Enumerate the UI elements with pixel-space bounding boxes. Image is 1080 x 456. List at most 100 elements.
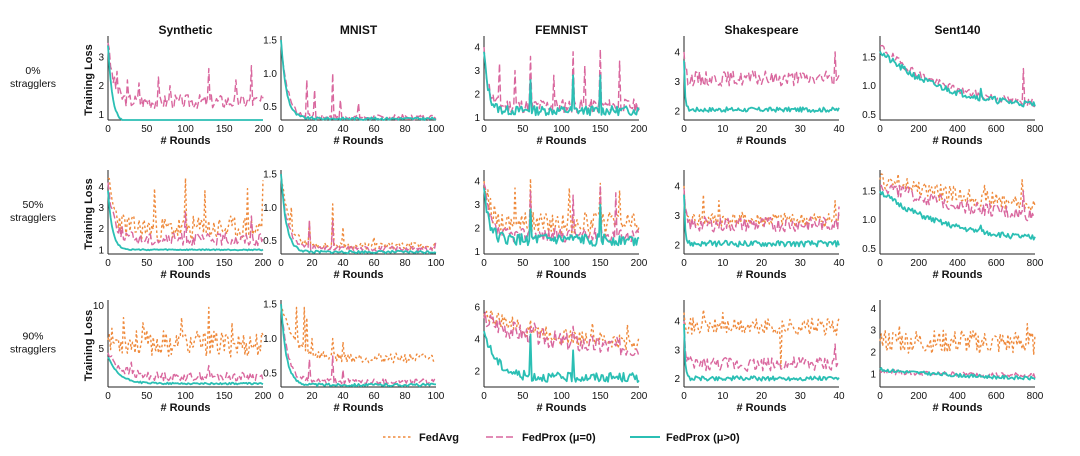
- x-tick-label: 200: [910, 258, 927, 269]
- series-line-fedproxpos: [107, 190, 264, 252]
- panel-sent140-row1: Sent140 0.5 1.0 1.5 0 200 400 600 800 # Rounds: [862, 23, 1044, 147]
- x-tick-label: 200: [910, 391, 927, 402]
- y-tick-label: 2: [674, 107, 680, 118]
- series-line-fedprox0: [280, 173, 437, 253]
- y-tick-label: 5: [98, 344, 104, 355]
- series-line-fedavg: [683, 185, 840, 229]
- row-label-stragglers: stragglers: [10, 344, 56, 356]
- x-tick-label: 100: [553, 124, 570, 135]
- y-tick-label: 4: [870, 304, 876, 315]
- x-tick-label: 80: [399, 124, 411, 135]
- row-label-stragglers: stragglers: [10, 78, 56, 90]
- x-tick-label: 10: [717, 391, 729, 402]
- x-tick-label: 30: [795, 258, 807, 269]
- y-tick-label: 1.0: [263, 69, 277, 80]
- y-tick-label: 3: [674, 77, 680, 88]
- series-line-fedavg: [483, 309, 640, 351]
- x-tick-label: 400: [949, 124, 966, 135]
- legend-label-fedavg: FedAvg: [419, 432, 459, 444]
- series-line-fedprox0: [483, 311, 640, 357]
- y-tick-label: 1: [870, 369, 876, 380]
- y-tick-label: 3: [474, 66, 480, 77]
- y-tick-label: 4: [474, 177, 480, 188]
- x-tick-label: 50: [517, 258, 529, 269]
- panel-title: FEMNIST: [535, 23, 588, 37]
- y-tick-label: 0.5: [862, 244, 876, 255]
- y-axis-label: Training Loss: [83, 178, 95, 250]
- x-tick-label: 0: [278, 391, 284, 402]
- series-line-fedproxpos: [483, 187, 640, 247]
- series-line-fedproxpos: [107, 356, 264, 386]
- x-tick-label: 100: [428, 124, 445, 135]
- x-tick-label: 0: [681, 391, 687, 402]
- x-tick-label: 200: [255, 124, 272, 135]
- x-axis-label: # Rounds: [333, 402, 383, 414]
- series-line-fedprox0: [280, 39, 437, 121]
- y-tick-label: 1: [98, 245, 104, 256]
- y-tick-label: 0.5: [263, 102, 277, 113]
- x-axis-label: # Rounds: [333, 269, 383, 281]
- x-tick-label: 50: [141, 391, 153, 402]
- series-line-fedprox0: [483, 47, 640, 114]
- series-line-fedproxpos: [107, 45, 263, 121]
- y-tick-label: 2: [98, 224, 104, 235]
- series-line-fedavg: [683, 309, 840, 368]
- x-tick-label: 60: [368, 391, 380, 402]
- x-tick-label: 80: [399, 391, 411, 402]
- y-tick-label: 3: [870, 326, 876, 337]
- row-label-stragglers: stragglers: [10, 212, 56, 224]
- y-tick-label: 0.5: [862, 110, 876, 121]
- y-tick-label: 1.5: [862, 53, 876, 64]
- x-tick-label: 200: [910, 124, 927, 135]
- x-axis-label: # Rounds: [736, 135, 786, 147]
- y-tick-label: 4: [674, 317, 680, 328]
- x-tick-label: 400: [949, 258, 966, 269]
- series-line-fedavg: [107, 306, 264, 358]
- series-line-fedavg: [483, 177, 640, 236]
- series-line-fedprox0: [879, 184, 1036, 222]
- x-tick-label: 100: [428, 391, 445, 402]
- x-tick-label: 40: [833, 258, 845, 269]
- series-line-fedprox0: [683, 51, 840, 87]
- series-line-fedprox0: [107, 182, 264, 247]
- y-tick-label: 1.5: [263, 36, 277, 47]
- x-axis-label: # Rounds: [160, 135, 210, 147]
- y-tick-label: 1: [474, 247, 480, 258]
- series-line-fedprox0: [280, 303, 437, 385]
- x-tick-label: 30: [795, 391, 807, 402]
- series-line-fedprox0: [107, 42, 264, 109]
- y-tick-label: 3: [474, 200, 480, 211]
- panel-sent140-row2: 0.5 1.0 1.5 0 200 400 600 800 # Rounds: [862, 170, 1044, 281]
- legend: FedAvg FedProx (μ=0) FedProx (μ>0): [383, 432, 740, 444]
- x-tick-label: 20: [306, 391, 318, 402]
- y-tick-label: 6: [474, 303, 480, 314]
- x-tick-label: 0: [481, 258, 487, 269]
- x-tick-label: 0: [278, 258, 284, 269]
- series-line-fedproxpos: [483, 330, 640, 384]
- x-axis-label: # Rounds: [736, 402, 786, 414]
- row-label-percent: 50%: [22, 199, 43, 211]
- panel-synthetic-row1: Synthetic 1 2 3 0 50 100 150 200 # Rounds Training…: [83, 23, 272, 147]
- x-tick-label: 40: [337, 391, 349, 402]
- panel-title: Shakespeare: [724, 23, 798, 37]
- y-tick-label: 1.0: [263, 334, 277, 345]
- series-line-fedproxpos: [683, 323, 840, 382]
- x-tick-label: 30: [795, 124, 807, 135]
- x-tick-label: 40: [337, 258, 349, 269]
- x-tick-label: 800: [1027, 124, 1044, 135]
- x-tick-label: 10: [717, 258, 729, 269]
- panel-title: Synthetic: [158, 23, 212, 37]
- series-line-fedprox0: [683, 321, 840, 372]
- x-axis-label: # Rounds: [932, 402, 982, 414]
- panel-femnist-row1: FEMNIST 1 2 3 4 0 50 100 150 200 # Rounds: [474, 23, 647, 147]
- x-axis-label: # Rounds: [333, 135, 383, 147]
- x-tick-label: 0: [681, 258, 687, 269]
- x-tick-label: 150: [216, 391, 233, 402]
- x-tick-label: 200: [255, 391, 272, 402]
- series-line-fedprox0: [880, 44, 1036, 108]
- x-tick-label: 20: [306, 124, 318, 135]
- panel-mnist-row3: 0.5 1.0 1.5 0 20 40 60 80 100 # Rounds: [263, 300, 445, 415]
